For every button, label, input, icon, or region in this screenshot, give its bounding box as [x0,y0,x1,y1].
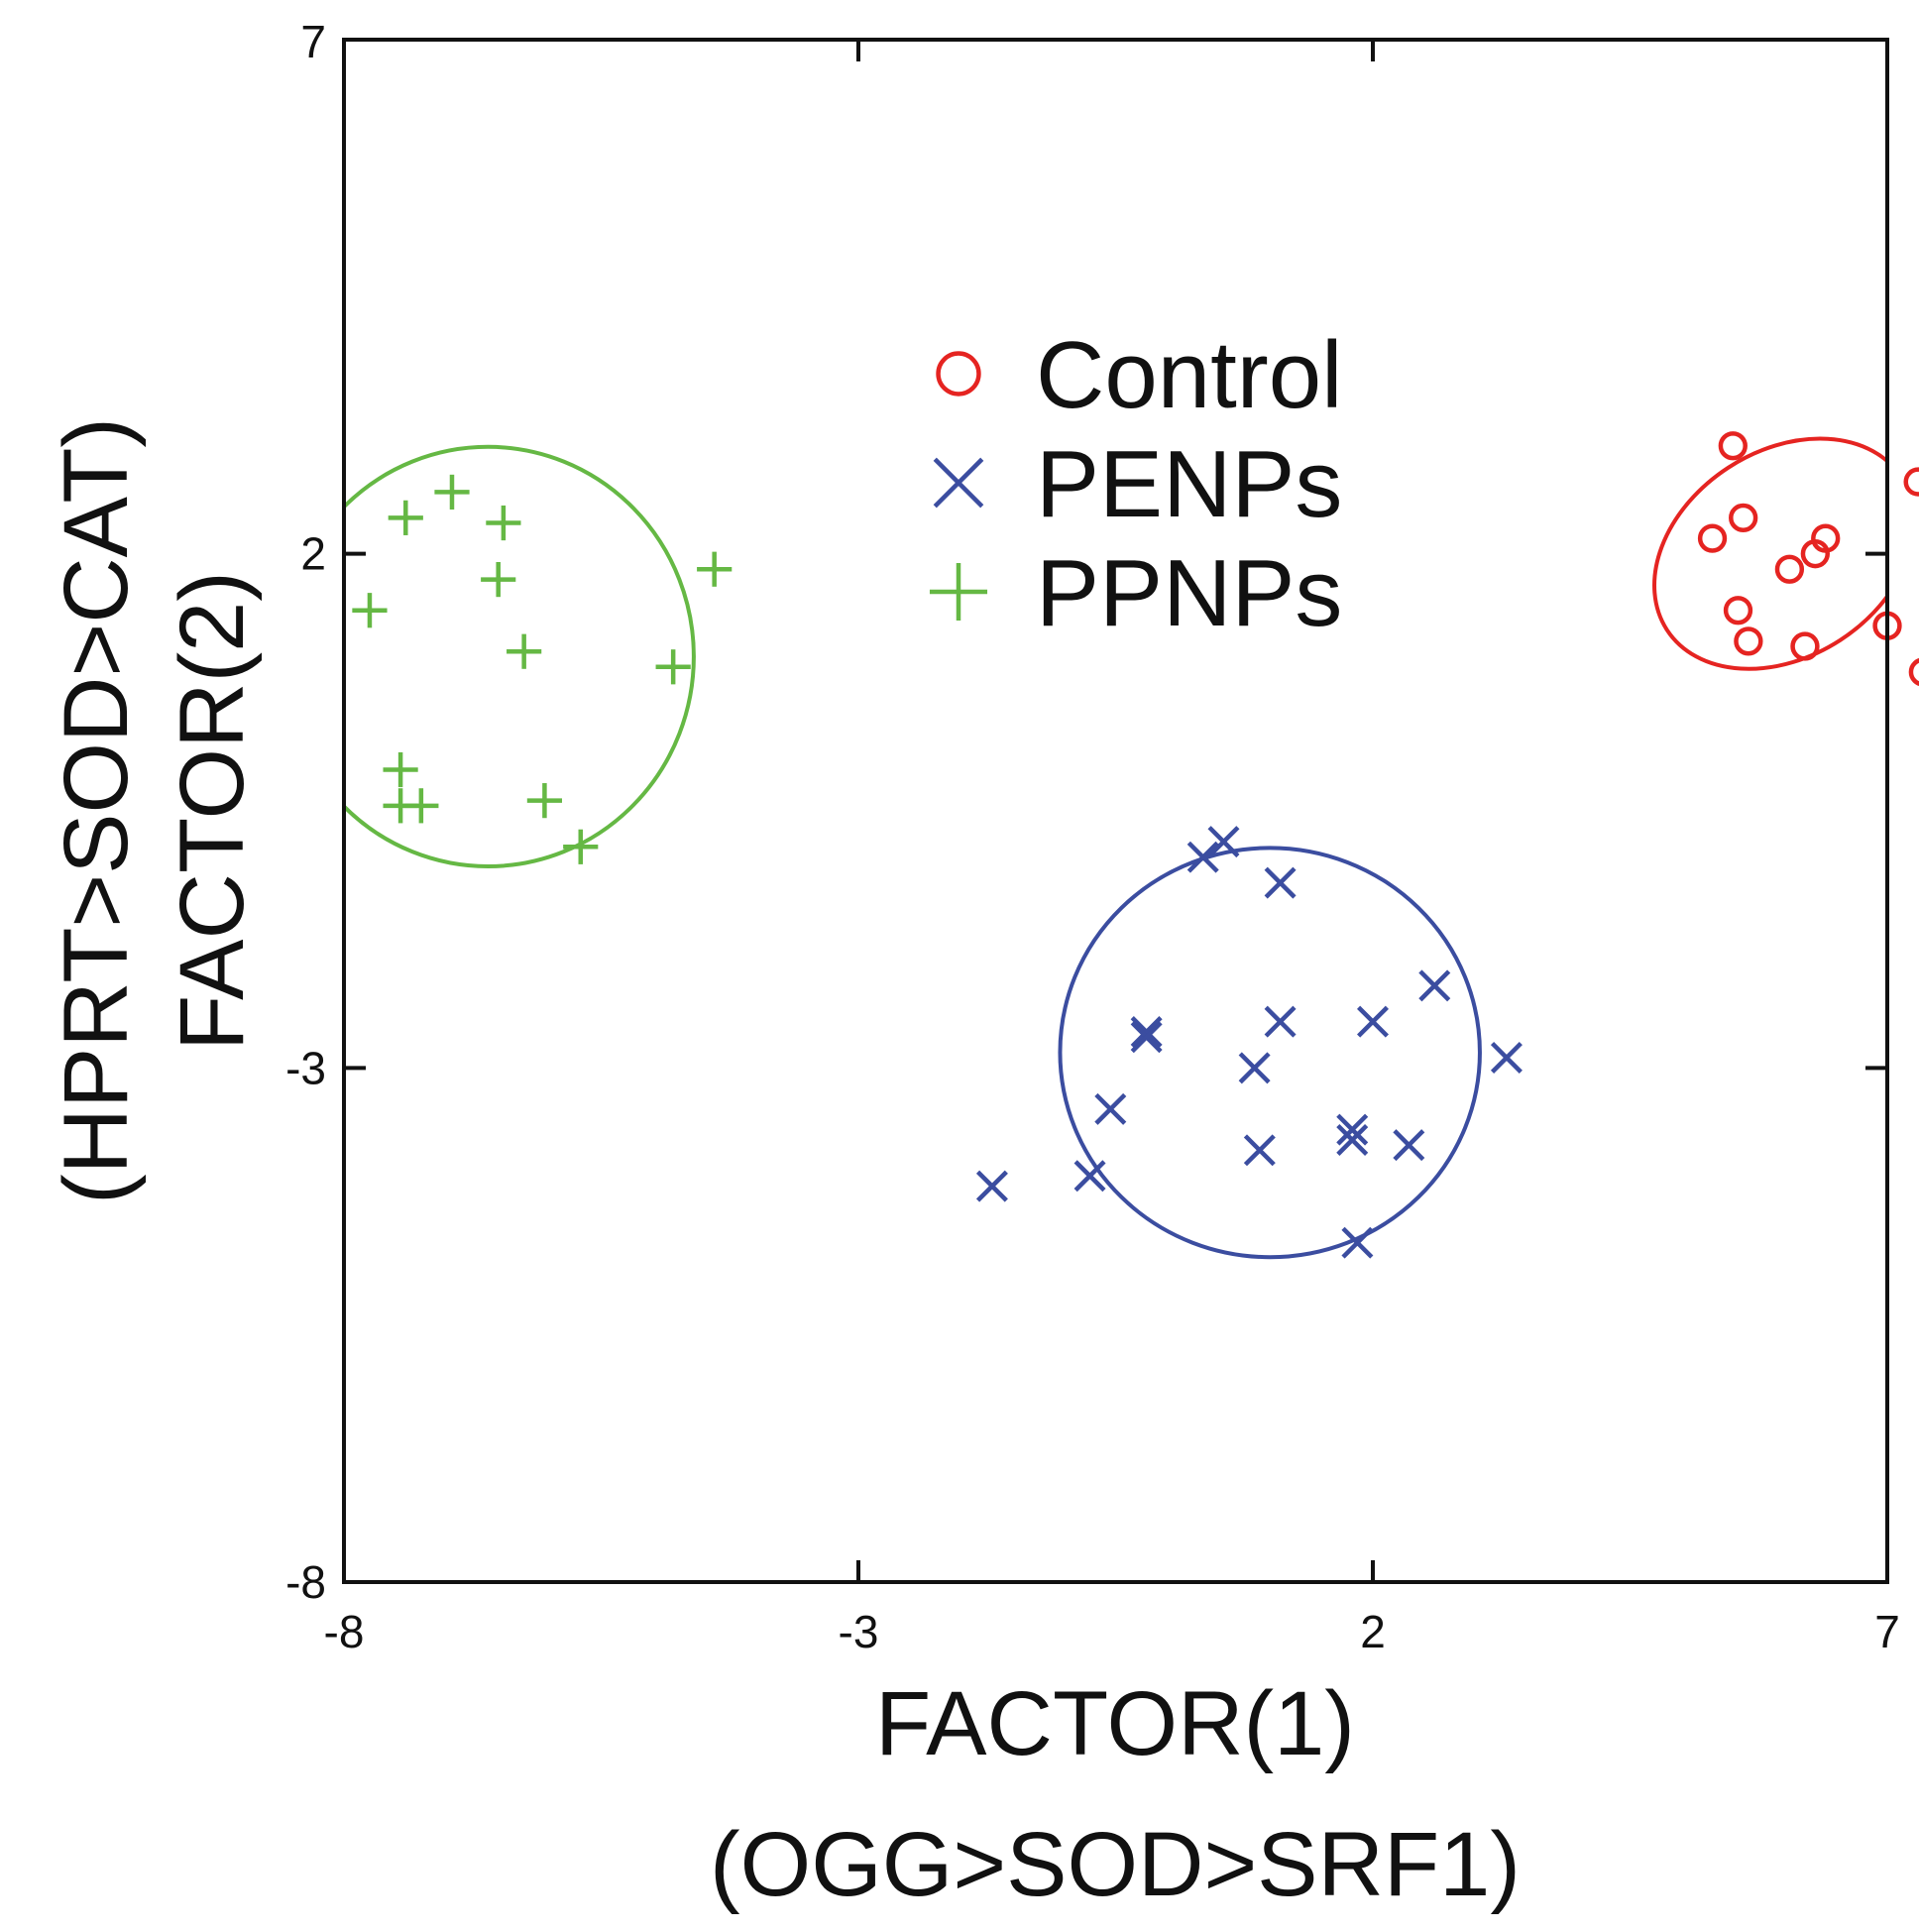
legend-marker-ppnps [929,562,988,622]
point-ppnps-12 [526,783,563,819]
y-axis-title: FACTOR(2) [162,571,263,1051]
y-tick-label: -8 [285,1556,326,1608]
ellipse-control [1652,436,1887,671]
axis-ticks [342,38,1889,1584]
point-control-4 [1697,523,1728,553]
axis-tick-labels: -8 -3 2 7 -8 -3 2 7 [285,16,1900,1657]
point-ppnps-3 [486,505,521,541]
x-axis-subtitle: (OGG>SOD>SRF1) [710,1814,1521,1915]
y-tick-label: -3 [285,1042,326,1093]
point-control-7 [1774,554,1805,584]
x-tick-label: -3 [839,1606,879,1657]
y-tick-label: 2 [300,528,326,580]
point-ppnps-4 [481,562,516,598]
point-ppnps-8 [655,649,691,685]
legend-marker-penps [933,457,984,509]
point-control-1 [1718,431,1748,461]
plot-frame [342,38,1889,1584]
point-penps-2 [1186,841,1219,873]
legend-label: PENPs [1036,431,1342,537]
legend-marker-control [936,351,981,397]
point-penps-11 [1094,1092,1127,1125]
point-ppnps-11 [403,788,439,824]
point-penps-14 [1243,1134,1276,1167]
point-ppnps-2 [388,500,423,535]
x-tick-label: 2 [1360,1606,1386,1657]
point-penps-16 [1073,1160,1106,1193]
x-axis-title: FACTOR(1) [875,1673,1355,1774]
point-penps-3 [1264,866,1297,899]
point-control-3 [1729,503,1758,533]
x-tick-label: -8 [324,1606,365,1657]
point-control-6 [1800,539,1830,569]
point-penps-10 [1490,1041,1523,1074]
point-ppnps-13 [563,829,599,864]
cluster-ellipses [344,436,1887,1260]
point-control-8 [1723,596,1753,625]
point-penps-7 [1130,1016,1163,1049]
ellipse-ppnps [344,444,696,868]
point-ppnps-6 [352,593,388,628]
point-penps-1 [1207,826,1240,858]
point-penps-4 [1418,969,1451,1002]
legend-item-control: Control [936,322,1342,428]
point-penps-5 [1264,1005,1297,1038]
legend-item-penps: PENPs [933,431,1342,537]
point-ppnps-9 [383,751,418,788]
point-control-2 [1903,467,1919,497]
ellipse-penps [1058,846,1482,1260]
y-tick-label: 7 [300,16,326,67]
point-penps-17 [975,1170,1008,1202]
point-penps-9 [1238,1052,1271,1084]
point-penps-12 [1336,1113,1369,1146]
point-control-12 [1908,657,1919,686]
data-markers [352,431,1919,1259]
point-ppnps-7 [507,633,542,669]
y-axis-subtitle: (HPRT>SOD>CAT) [46,417,147,1204]
point-penps-15 [1393,1129,1425,1162]
point-control-11 [1790,631,1820,661]
point-ppnps-1 [434,474,470,511]
point-ppnps-5 [697,551,733,587]
legend-label: Control [1036,322,1342,428]
x-tick-label: 7 [1874,1606,1900,1657]
point-penps-6 [1357,1005,1389,1038]
legend-label: PPNPs [1036,540,1342,646]
point-penps-13 [1336,1123,1369,1156]
point-penps-18 [1341,1226,1374,1259]
point-penps-8 [1130,1021,1163,1054]
point-control-10 [1734,626,1763,656]
legend-item-ppnps: PPNPs [929,540,1342,646]
